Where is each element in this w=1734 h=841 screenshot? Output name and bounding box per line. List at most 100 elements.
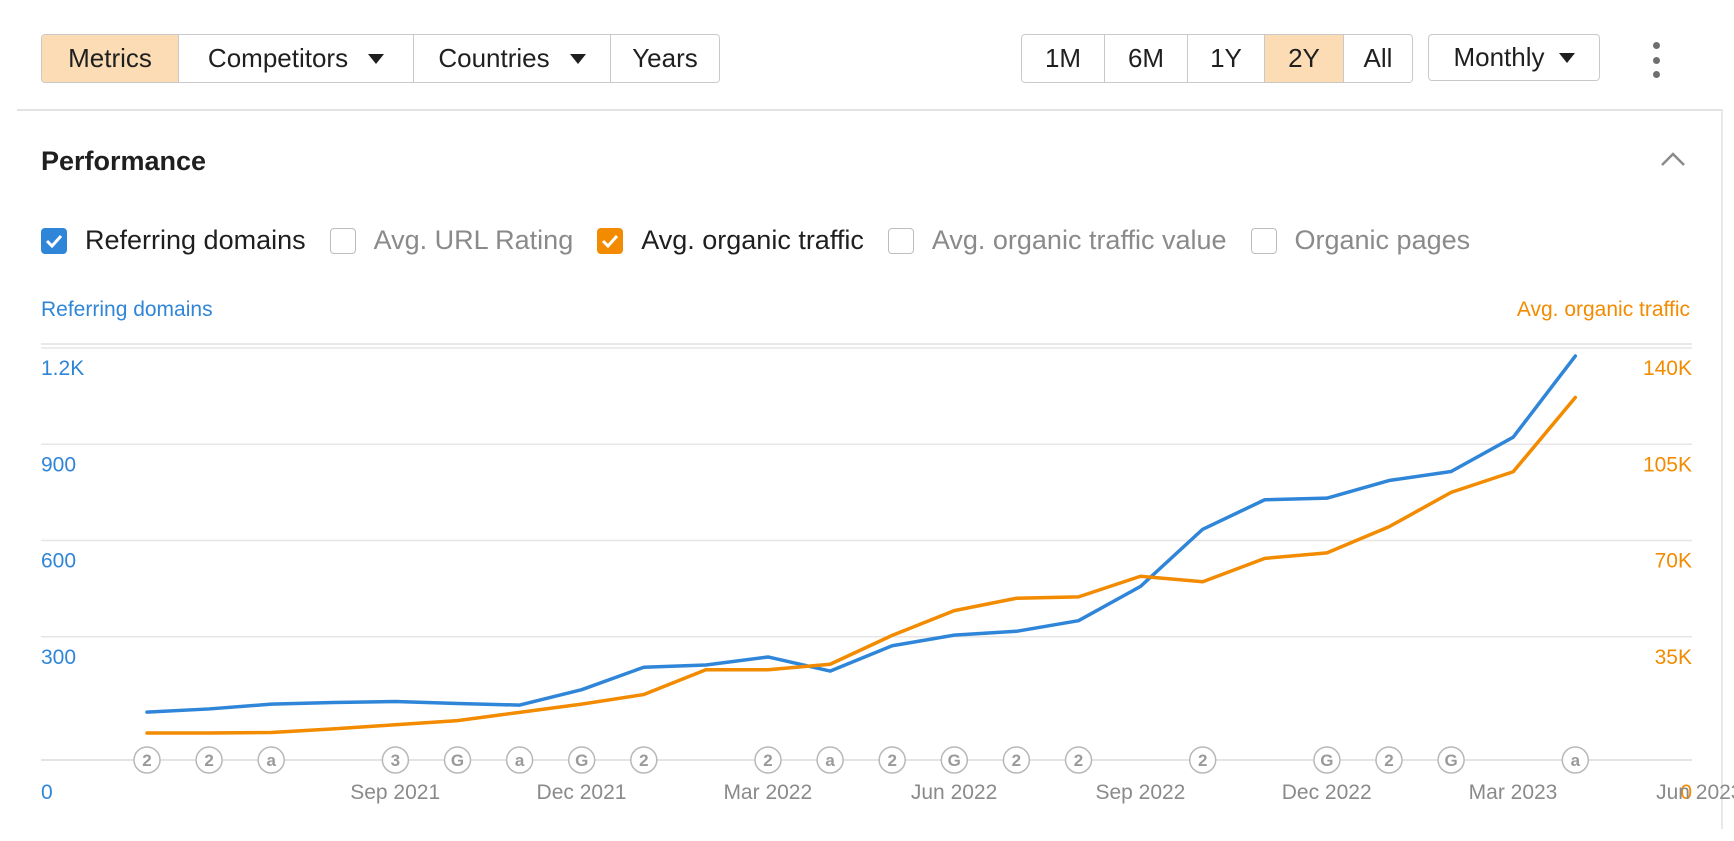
range-selector: 1M 6M 1Y 2Y All	[1021, 34, 1413, 84]
right-tick-label: 35K	[1655, 646, 1692, 669]
annotation-marker-label: G	[1320, 751, 1333, 770]
metric-label: Organic pages	[1294, 225, 1471, 255]
annotation-marker-label: 2	[1384, 751, 1393, 770]
annotation-marker-label: a	[515, 751, 525, 770]
annotation-marker-label: 2	[204, 751, 213, 770]
annotation-marker-label: 2	[763, 751, 772, 770]
annotation-marker	[1064, 746, 1093, 774]
metric-label: Avg. organic traffic	[641, 225, 864, 255]
left-tick-label: 900	[41, 453, 76, 476]
tab-metrics[interactable]: Metrics	[42, 35, 179, 82]
checkmark-icon	[45, 234, 63, 248]
annotation-marker	[1375, 746, 1403, 774]
metric-toggle-avg-url-rating[interactable]: Avg. URL Rating	[329, 225, 573, 256]
x-tick-label: Jun 2022	[911, 781, 997, 804]
metric-label: Avg. organic traffic value	[931, 225, 1227, 255]
right-axis-title: Avg. organic traffic	[1516, 298, 1690, 321]
annotation-marker	[1002, 746, 1031, 774]
interval-dropdown[interactable]: Monthly	[1428, 34, 1600, 81]
chevron-down-icon	[1558, 52, 1575, 63]
annotation-marker-label: 2	[887, 751, 896, 770]
range-1y-button[interactable]: 1Y	[1188, 35, 1265, 82]
chevron-up-icon[interactable]	[1660, 150, 1686, 168]
annotation-marker-label: 2	[639, 751, 648, 770]
annotation-marker	[878, 746, 906, 774]
x-tick-label: Dec 2021	[537, 781, 627, 804]
checkbox-checked[interactable]	[597, 227, 624, 254]
range-1m-label: 1M	[1044, 43, 1082, 73]
tab-years[interactable]: Years	[611, 35, 719, 82]
range-all-button[interactable]: All	[1344, 35, 1412, 82]
annotation-marker	[1437, 746, 1465, 774]
tab-countries-label: Countries	[438, 43, 550, 73]
annotation-marker-label: G	[948, 751, 961, 770]
left-tick-label: 1.2K	[41, 357, 84, 380]
more-options-button[interactable]	[1644, 42, 1668, 78]
range-2y-label: 2Y	[1288, 43, 1320, 73]
annotation-marker	[567, 746, 596, 774]
range-2y-button[interactable]: 2Y	[1265, 35, 1344, 82]
annotation-marker	[1188, 746, 1217, 774]
metric-label: Referring domains	[85, 225, 306, 255]
annotation-marker-label: a	[266, 751, 276, 770]
range-6m-button[interactable]: 6M	[1105, 35, 1188, 82]
annotation-marker-label: G	[451, 751, 464, 770]
annotation-marker	[816, 746, 844, 774]
annotation-marker	[1313, 746, 1341, 774]
annotation-marker-label: a	[825, 751, 835, 770]
panel-border	[1721, 109, 1723, 829]
annotation-marker	[630, 746, 658, 774]
annotation-marker-label: 2	[1074, 751, 1083, 770]
checkbox-checked[interactable]	[41, 227, 67, 254]
metric-toggle-organic-pages[interactable]: Organic pages	[1250, 225, 1471, 256]
x-tick-label: Jun 2023	[1656, 781, 1734, 804]
more-options-dot-icon	[1652, 56, 1660, 64]
range-1y-label: 1Y	[1210, 43, 1242, 73]
metric-toggle-avg-organic-traffic[interactable]: Avg. organic traffic	[597, 225, 864, 256]
interval-dropdown-label: Monthly	[1453, 42, 1545, 72]
annotation-marker-label: 2	[1198, 751, 1207, 770]
annotation-marker	[381, 746, 410, 774]
x-tick-label: Mar 2022	[723, 781, 812, 804]
left-tick-label: 300	[41, 646, 76, 669]
annotation-marker	[257, 746, 285, 774]
tab-competitors-label: Competitors	[207, 43, 349, 73]
right-tick-label: 70K	[1655, 550, 1692, 573]
avg-organic-traffic-line	[145, 395, 1578, 735]
checkbox-unchecked[interactable]	[887, 227, 914, 254]
metric-toggle-avg-organic-traffic-value[interactable]: Avg. organic traffic value	[887, 225, 1227, 256]
section-title: Performance	[41, 146, 207, 176]
right-tick-label: 140K	[1643, 357, 1692, 380]
referring-domains-line	[145, 354, 1578, 714]
tab-metrics-label: Metrics	[68, 43, 152, 73]
more-options-dot-icon	[1652, 71, 1660, 78]
metric-toggles: Referring domains Avg. URL Rating Avg. o…	[41, 225, 1494, 256]
annotation-marker-label: 2	[1012, 751, 1021, 770]
annotation-marker-label: G	[1444, 751, 1457, 770]
right-tick-label: 0	[1680, 781, 1692, 804]
more-options-dot-icon	[1652, 42, 1660, 49]
x-tick-label: Sep 2021	[350, 781, 440, 804]
tab-competitors[interactable]: Competitors	[179, 35, 414, 82]
range-1m-button[interactable]: 1M	[1022, 35, 1105, 82]
checkbox-unchecked[interactable]	[329, 227, 356, 254]
annotation-marker-label: G	[575, 751, 588, 770]
annotation-marker-label: a	[1571, 751, 1581, 770]
tab-countries[interactable]: Countries	[414, 35, 611, 82]
right-tick-label: 105K	[1643, 453, 1692, 476]
left-axis-title: Referring domains	[41, 298, 213, 321]
annotation-marker	[133, 746, 161, 774]
annotation-marker-label: 3	[391, 751, 400, 770]
left-tick-label: 600	[41, 550, 76, 573]
tab-years-label: Years	[632, 43, 698, 73]
annotation-marker	[443, 746, 472, 774]
checkbox-unchecked[interactable]	[1250, 227, 1277, 254]
annotation-marker	[195, 746, 223, 774]
metric-toggle-referring-domains[interactable]: Referring domains	[41, 225, 306, 256]
range-all-label: All	[1363, 43, 1393, 73]
checkmark-icon	[602, 234, 619, 248]
range-button-group: 1M 6M 1Y 2Y All	[1021, 34, 1413, 83]
annotation-marker	[505, 746, 534, 774]
view-tab-group: Metrics Competitors Countries Years	[41, 34, 720, 83]
